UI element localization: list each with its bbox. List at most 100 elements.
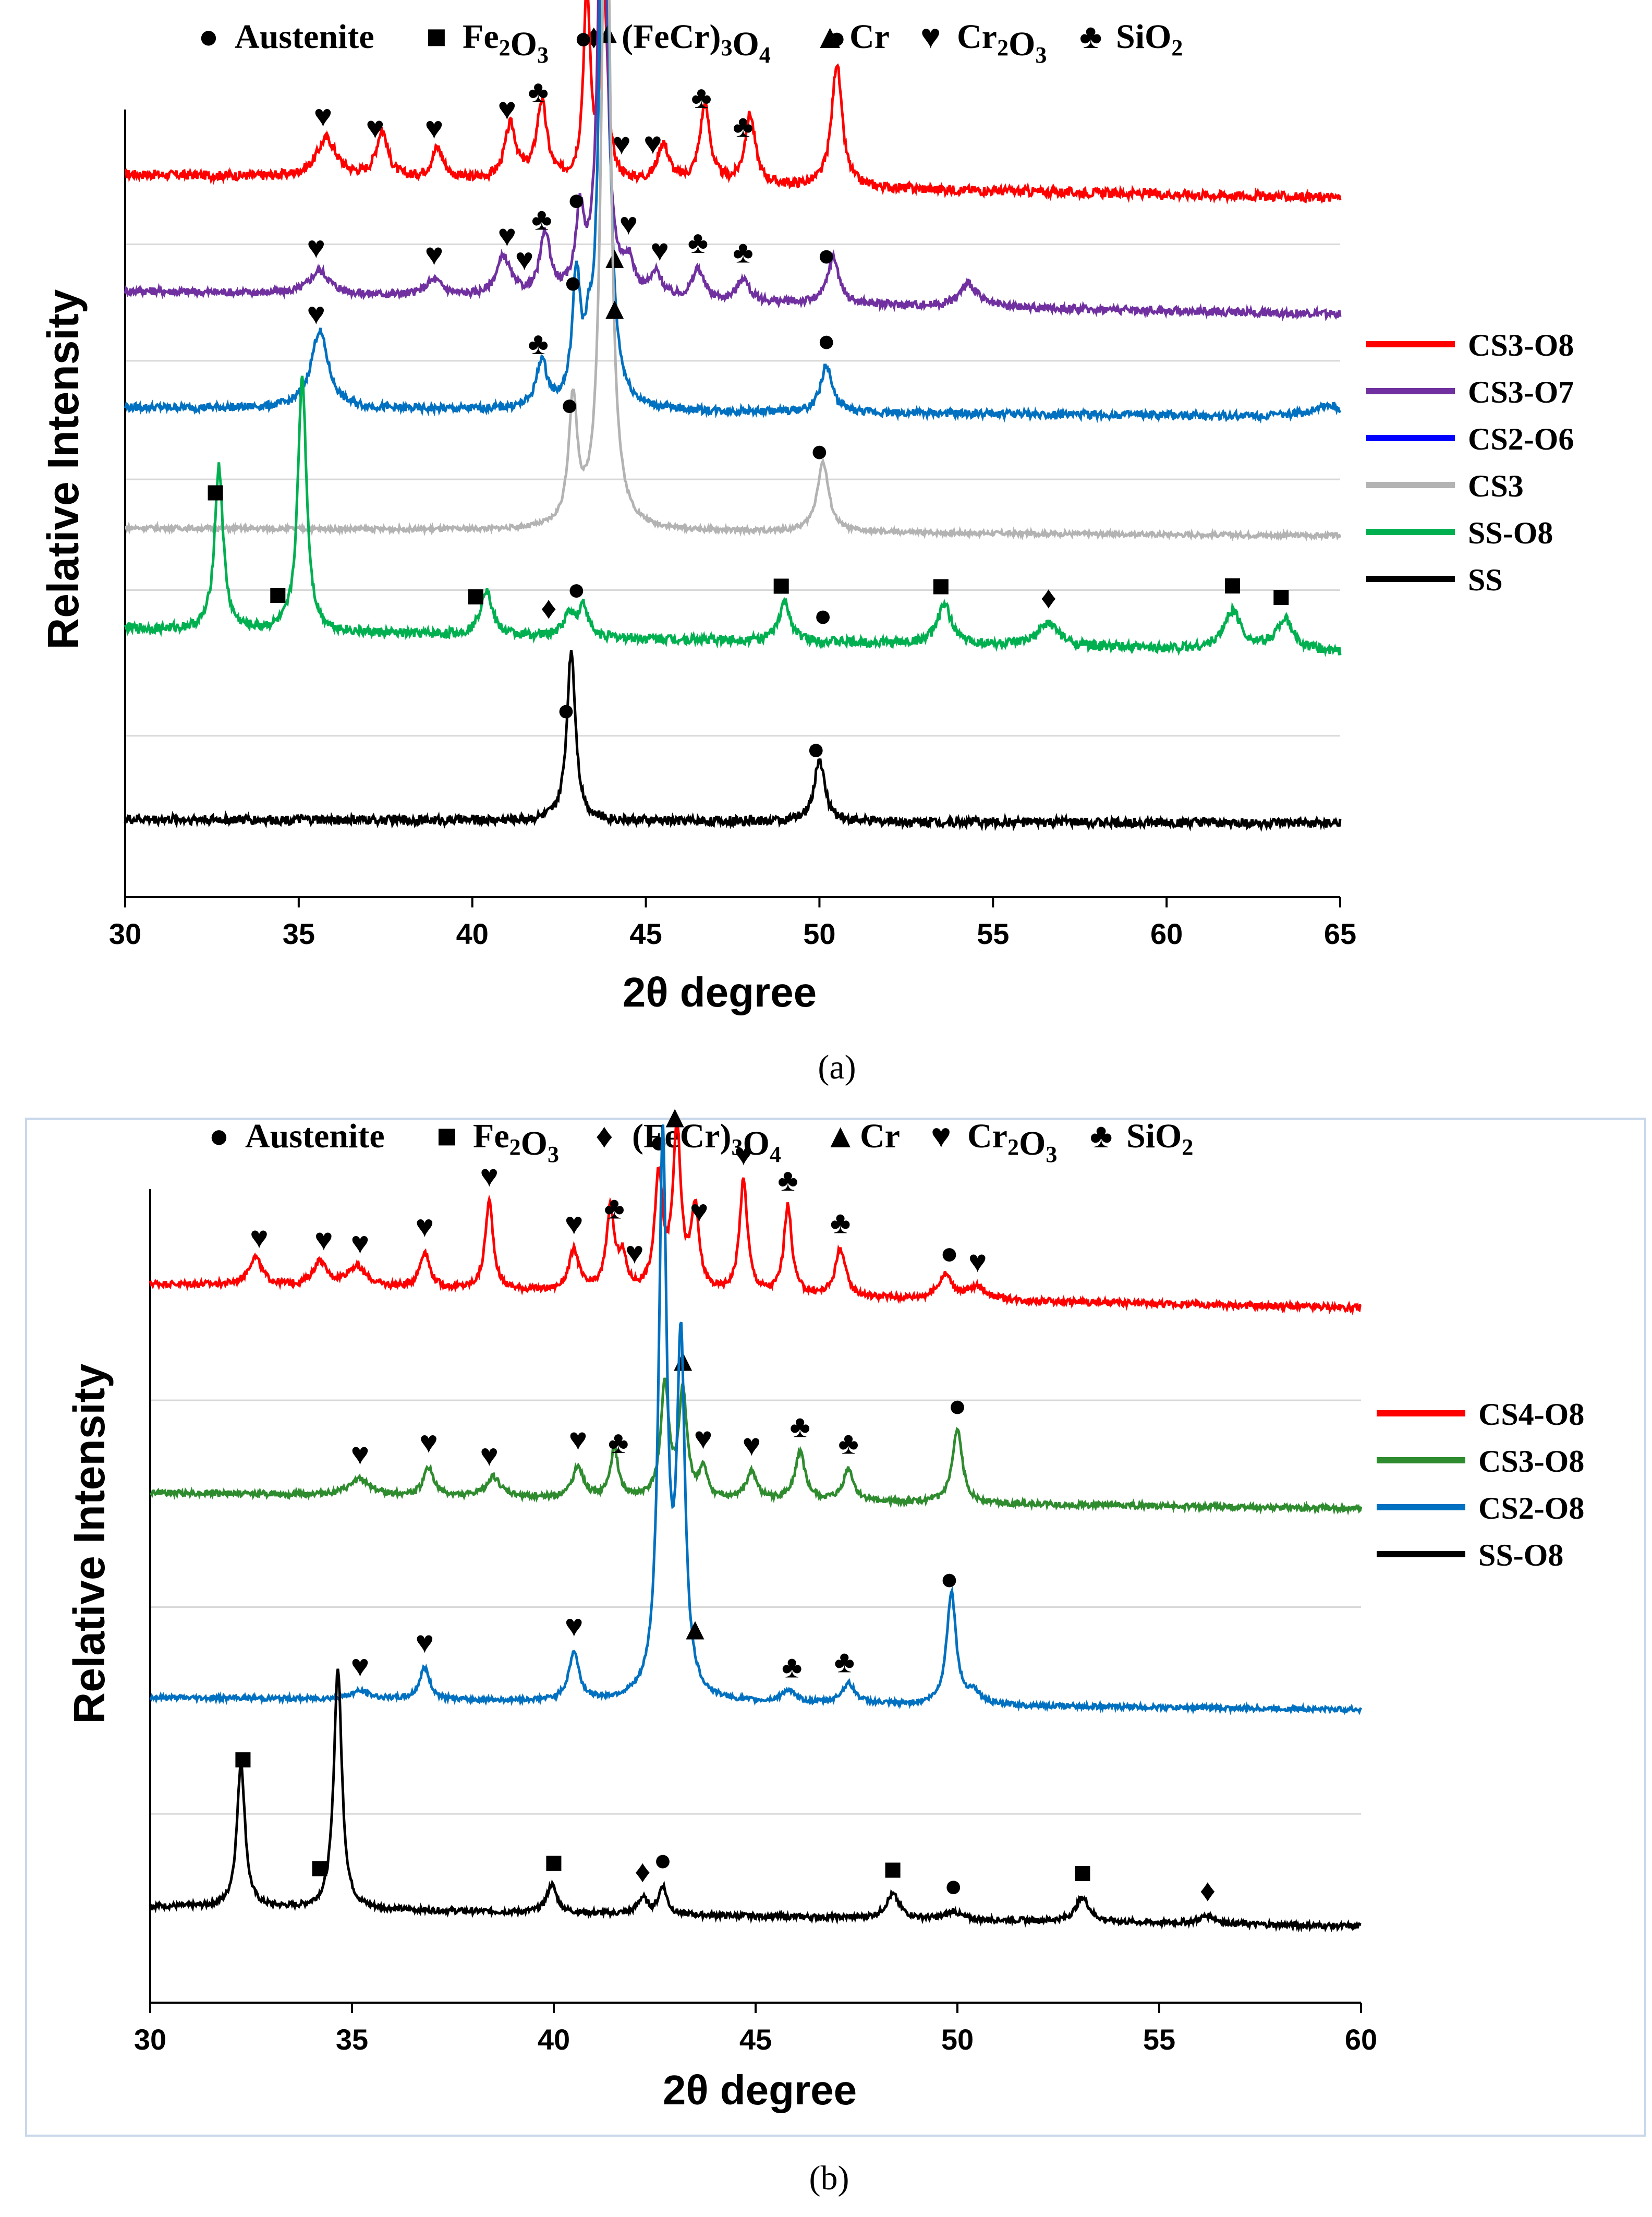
series-legend-b: CS4-O8 CS3-O8 CS2-O8 SS-O8 [1377, 1397, 1584, 1572]
club-marker-icon: ♣ [782, 1650, 802, 1685]
phase-legend-label: Cr2O3 [967, 1117, 1057, 1167]
phase-legend-item-club: ♣ SiO2 [1090, 1117, 1193, 1160]
heart-marker-icon: ♥ [643, 126, 662, 161]
x-axis-label-a: 2θ degree [623, 969, 817, 1015]
series-line-cs2-o6 [124, 0, 1342, 424]
square-marker-icon: ■ [1073, 1855, 1092, 1889]
legend-item-cs4-o8: CS4-O8 [1377, 1397, 1584, 1432]
triangle-marker-icon: ▲ [660, 1100, 690, 1134]
club-marker-icon: ♣ [528, 75, 549, 109]
heart-marker-icon: ♥ [351, 1226, 370, 1261]
legend-label: SS-O8 [1478, 1538, 1563, 1572]
diamond-marker-icon: ♦ [1200, 1873, 1216, 1908]
heart-marker-icon: ♥ [480, 1438, 499, 1472]
heart-marker-icon: ♥ [694, 1421, 713, 1456]
heart-symbol-icon: ♥ [920, 18, 941, 56]
square-marker-icon: ■ [269, 577, 287, 611]
phase-legend-a: ● Austenite ■ Fe2O3 ♦ (FeCr)3O4 ▲ Cr ♥ Cr2O3 ♣ SiO2 [198, 18, 1183, 68]
panel-b: ● Austenite ■ Fe2O3 ♦ (FeCr)3O4 ▲ Cr ♥ Cr2O3 ♣ SiO2… [65, 1100, 1584, 2197]
phase-legend-item-club: ♣ SiO2 [1079, 18, 1183, 60]
phase-legend-item-diamond: ♦ (FeCr)3O4 [585, 18, 771, 68]
triangle-symbol-icon: ▲ [823, 1117, 857, 1155]
circle-marker-icon: ● [817, 323, 836, 358]
club-marker-icon: ♣ [528, 326, 549, 361]
heart-marker-icon: ♥ [351, 1437, 370, 1471]
legend-label: CS3 [1468, 469, 1524, 503]
circle-marker-icon: ● [567, 183, 586, 217]
circle-marker-icon: ● [940, 1562, 958, 1596]
plot-area-a: 3035404550556065♥♥♥♥♣●▲♥♥♣♣●♥♥♥♥♣●▲♥♥♣♣●… [109, 0, 1356, 950]
series-line-cs3-o8 [149, 1377, 1363, 1516]
square-marker-icon: ■ [206, 475, 225, 509]
y-axis-label-b: Relative Intensity [65, 1363, 114, 1724]
legend-item-cs3: CS3 [1366, 469, 1524, 503]
heart-marker-icon: ♥ [565, 1609, 584, 1643]
club-marker-icon: ♣ [608, 1425, 628, 1460]
phase-legend-item-heart: ♥ Cr2O3 [931, 1117, 1057, 1167]
x-tick-label: 30 [134, 2023, 166, 2056]
club-marker-icon: ♣ [838, 1426, 858, 1461]
square-marker-icon: ■ [310, 1850, 329, 1885]
heart-marker-icon: ♥ [968, 1244, 987, 1279]
heart-marker-icon: ♥ [307, 231, 325, 265]
club-symbol-icon: ♣ [1090, 1117, 1112, 1155]
heart-marker-icon: ♥ [416, 1209, 434, 1244]
phase-legend-item-square: ■ Fe2O3 [436, 1117, 559, 1167]
diamond-marker-icon: ♦ [541, 591, 557, 625]
phase-legend-label: Fe2O3 [473, 1117, 559, 1167]
heart-marker-icon: ♥ [419, 1425, 438, 1459]
circle-marker-icon: ● [556, 693, 575, 728]
heart-marker-icon: ♥ [250, 1220, 269, 1255]
club-symbol-icon: ♣ [1079, 18, 1102, 56]
diamond-marker-icon: ♦ [635, 1855, 651, 1889]
phase-legend-label: Cr [849, 18, 890, 56]
legend-item-ss-o8: SS-O8 [1366, 516, 1553, 550]
heart-marker-icon: ♥ [425, 237, 444, 272]
diamond-marker-icon: ♦ [1040, 580, 1056, 615]
legend-item-ss-o8: SS-O8 [1377, 1538, 1563, 1572]
club-marker-icon: ♣ [691, 80, 711, 115]
circle-marker-icon: ● [828, 21, 846, 55]
series-line-cs3-o8 [125, 0, 1342, 205]
legend-label: CS2-O6 [1468, 422, 1574, 456]
heart-marker-icon: ♥ [612, 127, 631, 161]
heart-marker-icon: ♥ [314, 1222, 333, 1257]
square-marker-icon: ■ [234, 1742, 252, 1776]
phase-legend-item-circle: ● Austenite [209, 1117, 385, 1155]
circle-marker-icon: ● [817, 238, 836, 272]
square-marker-icon: ■ [772, 568, 791, 602]
phase-legend-label: (FeCr)3O4 [632, 1117, 781, 1167]
triangle-marker-icon: ▲ [599, 292, 630, 326]
x-tick-label: 40 [456, 917, 489, 950]
series-line-ss-o8 [124, 375, 1342, 657]
heart-marker-icon: ♥ [497, 92, 516, 126]
x-tick-label: 45 [739, 2023, 772, 2056]
heart-marker-icon: ♥ [734, 1137, 753, 1172]
x-axis-label-b: 2θ degree [663, 2067, 857, 2113]
legend-item-ss: SS [1366, 563, 1503, 597]
triangle-symbol-icon: ▲ [813, 18, 847, 56]
series-line-ss [124, 650, 1342, 832]
x-tick-label: 35 [336, 2023, 368, 2056]
diamond-symbol-icon: ♦ [596, 1117, 613, 1155]
x-tick-label: 60 [1345, 2023, 1377, 2056]
legend-item-cs2-o6: CS2-O6 [1366, 422, 1574, 456]
x-tick-label: 30 [109, 917, 141, 950]
circle-marker-icon: ● [948, 1388, 967, 1423]
club-marker-icon: ♣ [789, 1409, 810, 1444]
circle-marker-icon: ● [944, 1869, 963, 1903]
circle-marker-icon: ● [810, 434, 829, 468]
square-marker-icon: ■ [883, 1852, 902, 1886]
legend-item-cs3-o8: CS3-O8 [1366, 328, 1574, 362]
panel-b-frame [25, 1118, 1646, 2137]
heart-marker-icon: ♥ [625, 1236, 644, 1270]
heart-marker-icon: ♥ [619, 207, 638, 241]
x-tick-label: 50 [803, 917, 835, 950]
club-marker-icon: ♣ [604, 1191, 624, 1226]
caption-a: (a) [818, 1048, 856, 1086]
series-line-cs2-o8 [149, 1124, 1363, 1715]
heart-marker-icon: ♥ [425, 111, 444, 145]
circle-marker-icon: ● [574, 21, 593, 55]
square-symbol-icon: ■ [436, 1117, 457, 1155]
